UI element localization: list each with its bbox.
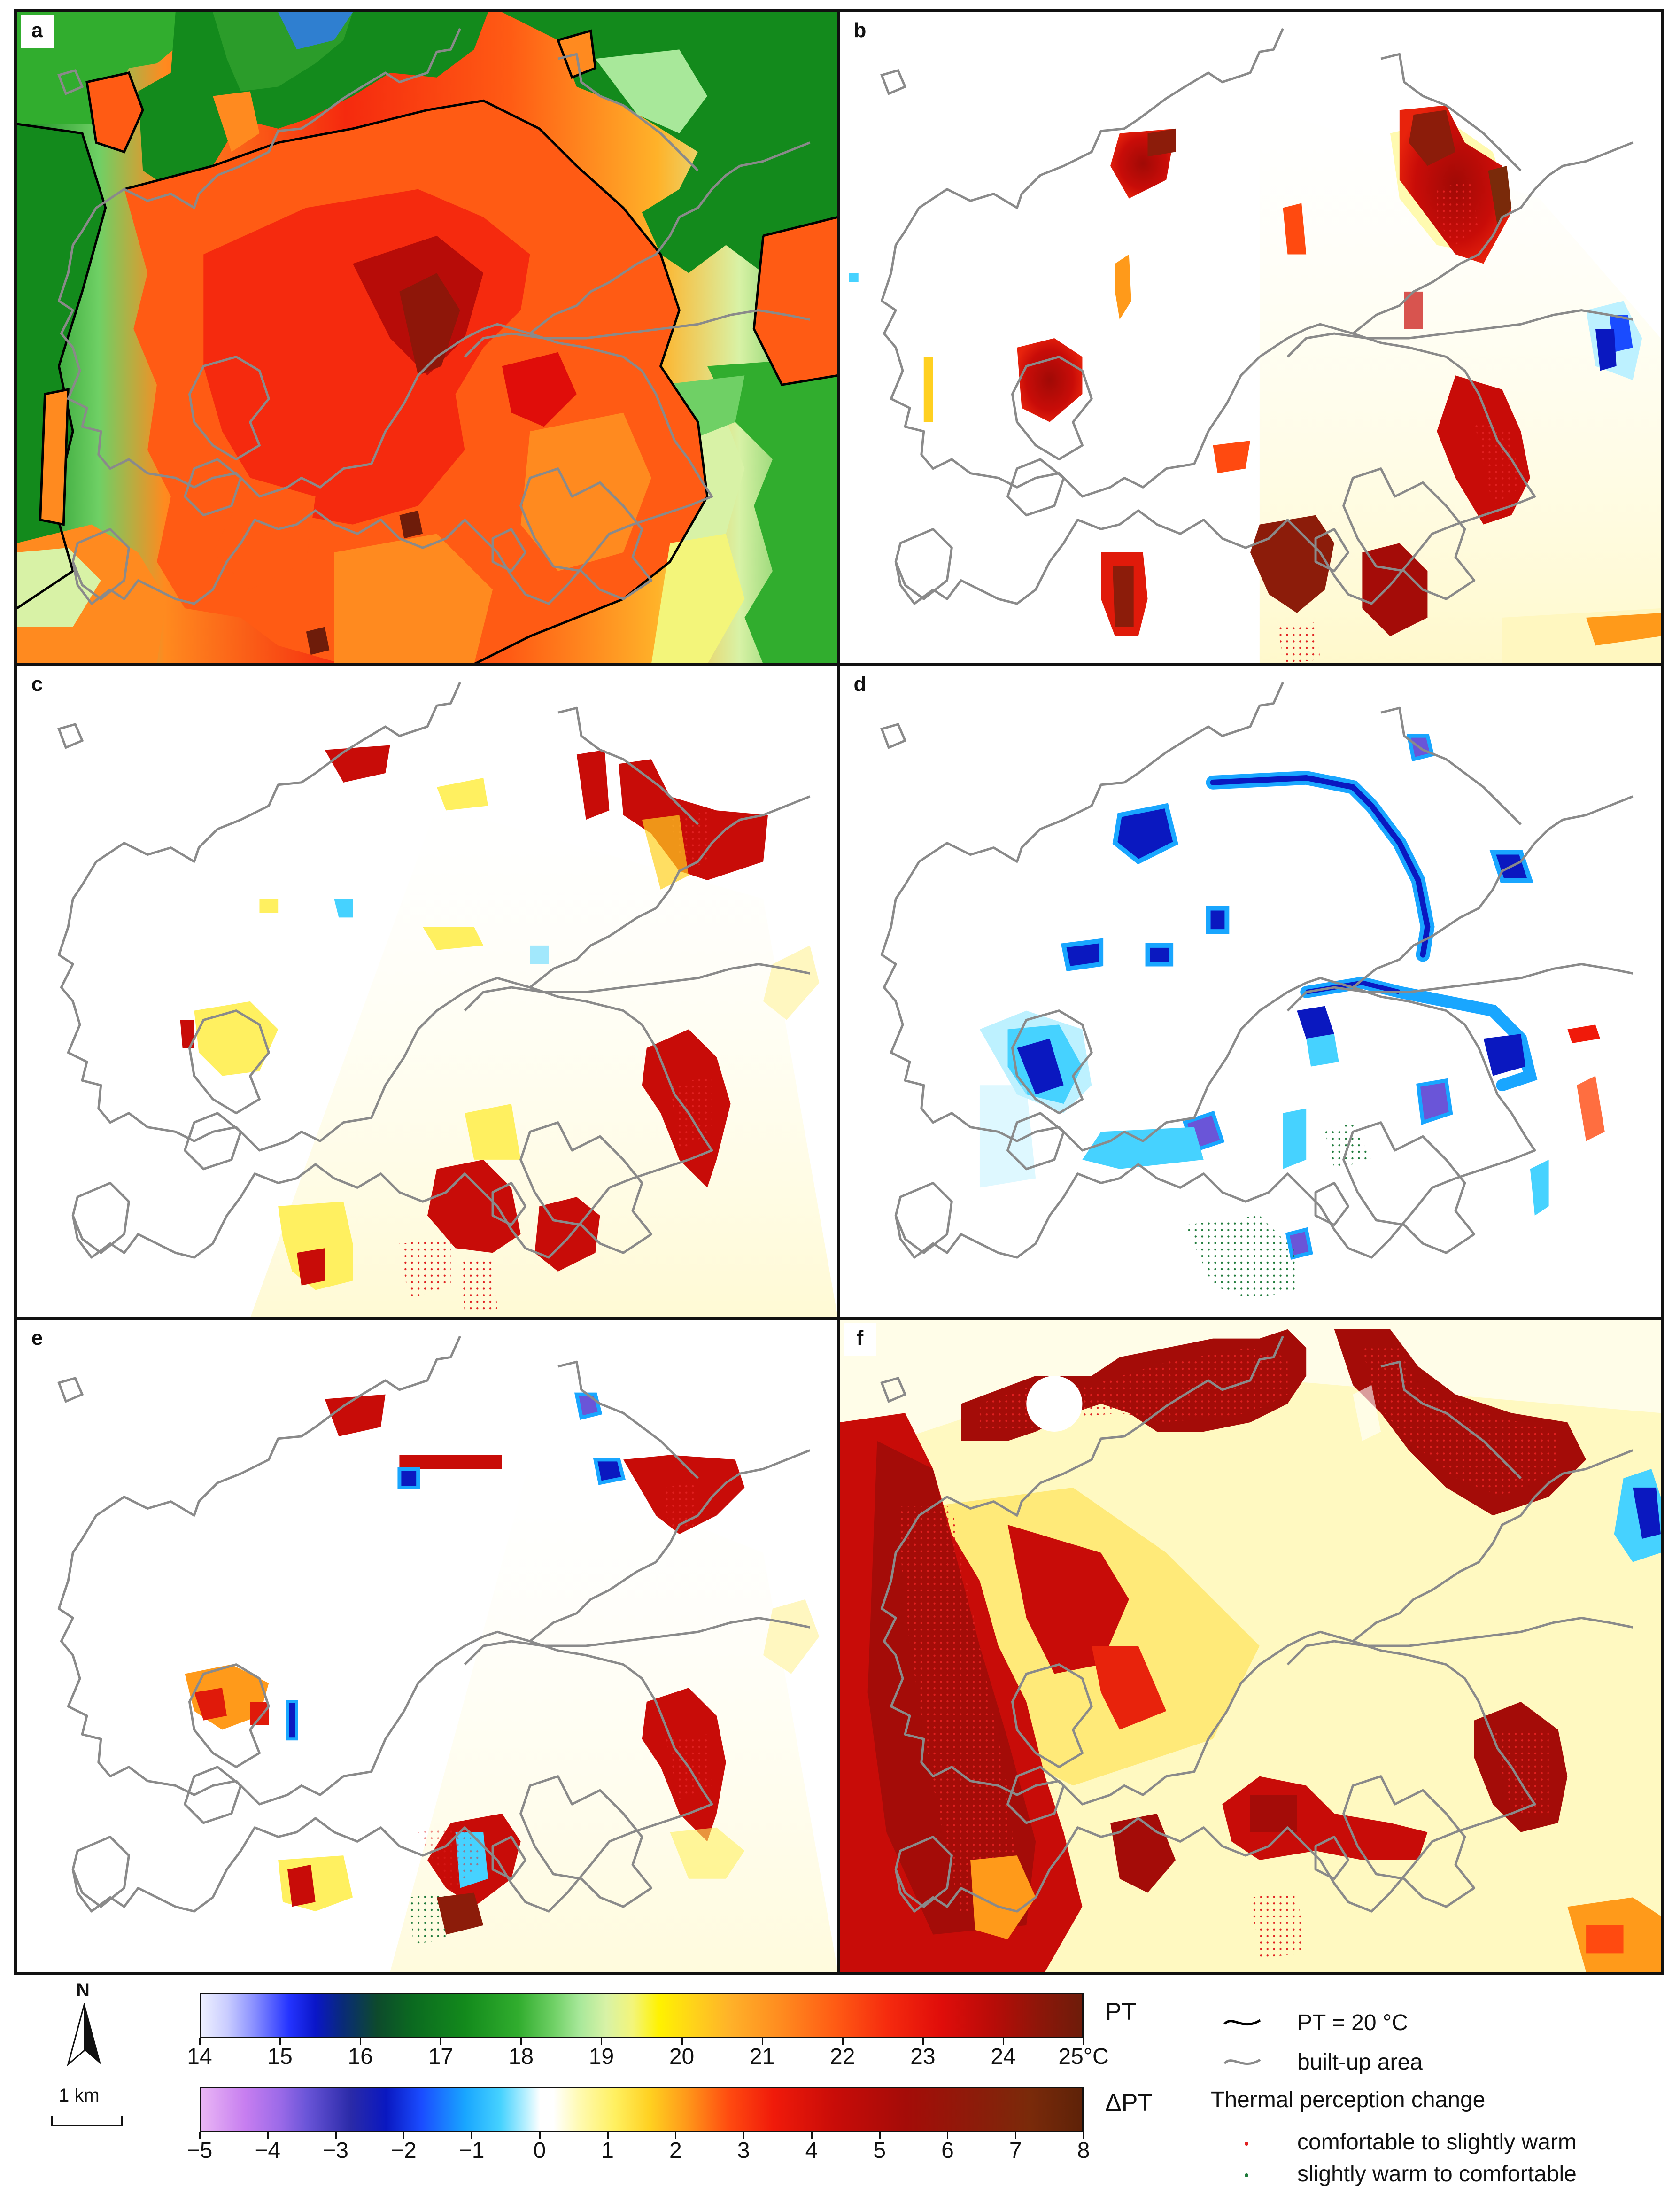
comfort-label: slightly warm to comfortable — [1297, 2162, 1577, 2187]
colorbar-tick-label: 16 — [348, 2044, 373, 2069]
colorbar-tick-mark — [440, 2038, 442, 2045]
colorbar-tick-label: 8 — [1077, 2138, 1090, 2163]
pt-colorbar-title: PT — [1105, 1998, 1137, 2025]
colorbar-tick-label: −2 — [390, 2138, 417, 2163]
panel-label: c — [21, 669, 54, 702]
colorbar-tick-mark — [879, 2132, 881, 2139]
colorbar-tick-mark — [539, 2132, 541, 2139]
panel-b-dpt-map: b — [837, 9, 1664, 667]
colorbar-tick-label: 14 — [187, 2044, 212, 2069]
panel-label: d — [844, 669, 876, 702]
panel-label: e — [21, 1323, 54, 1356]
colorbar-tick-label: 24 — [991, 2044, 1016, 2069]
colorbar-tick-mark — [922, 2038, 924, 2045]
colorbar-tick-mark — [811, 2132, 813, 2139]
colorbar-tick-label: 25°C — [1058, 2044, 1109, 2069]
scale-bar-icon — [51, 2116, 123, 2126]
panel-label: b — [844, 15, 876, 48]
panel-label: f — [844, 1323, 876, 1356]
colorbar-tick-mark — [681, 2038, 683, 2045]
builtup-line-icon — [1223, 2058, 1261, 2065]
dpt-map — [840, 12, 1661, 664]
dpt-map — [840, 1320, 1661, 1972]
colorbar-tick-label: 3 — [737, 2138, 750, 2163]
dpt-map — [17, 1320, 838, 1972]
colorbar-tick-label: 4 — [805, 2138, 818, 2163]
colorbar-tick-label: 21 — [749, 2044, 775, 2069]
warm-label: comfortable to slightly warm — [1297, 2130, 1577, 2155]
colorbar-tick-mark — [1002, 2038, 1004, 2045]
pt20-line-icon — [1223, 2019, 1261, 2026]
colorbar-tick-mark — [947, 2132, 949, 2139]
colorbar-tick-mark — [520, 2038, 522, 2045]
pt20-label: PT = 20 °C — [1297, 2010, 1408, 2035]
colorbar-tick-label: 2 — [669, 2138, 682, 2163]
panel-c-dpt-map: c — [14, 663, 841, 1321]
colorbar-tick-mark — [842, 2038, 844, 2045]
colorbar-tick-label: 0 — [533, 2138, 546, 2163]
colorbar-tick-label: 5 — [873, 2138, 886, 2163]
colorbar-tick-mark — [601, 2038, 603, 2045]
thermal-change-title: Thermal perception change — [1211, 2087, 1486, 2112]
colorbar-tick-mark — [743, 2132, 745, 2139]
colorbar-tick-label: −4 — [255, 2138, 281, 2163]
colorbar-tick-label: 15 — [267, 2044, 293, 2069]
dpt-colorbar — [200, 2087, 1084, 2132]
colorbar-tick-label: 6 — [941, 2138, 954, 2163]
north-arrow-icon — [67, 2003, 101, 2067]
scale-bar-label: 1 km — [59, 2085, 100, 2106]
colorbar-tick-label: 19 — [588, 2044, 614, 2069]
colorbar-tick-mark — [1083, 2038, 1084, 2045]
dpt-map — [840, 666, 1661, 1318]
builtup-label: built-up area — [1297, 2050, 1423, 2075]
colorbar-tick-label: −1 — [458, 2138, 485, 2163]
colorbar-tick-label: 23 — [910, 2044, 936, 2069]
colorbar-tick-mark — [199, 2038, 201, 2045]
colorbar-tick-label: 1 — [601, 2138, 614, 2163]
colorbar-tick-mark — [761, 2038, 763, 2045]
panel-label: a — [21, 15, 54, 48]
colorbar-tick-label: −5 — [186, 2138, 213, 2163]
colorbar-tick-mark — [279, 2038, 281, 2045]
colorbar-tick-mark — [199, 2132, 201, 2139]
colorbar-tick-label: −3 — [323, 2138, 348, 2163]
colorbar-tick-label: 18 — [508, 2044, 534, 2069]
dpt-map — [17, 666, 838, 1318]
panel-a-pt-map: a — [14, 9, 841, 667]
colorbar-tick-label: 22 — [830, 2044, 855, 2069]
warm-dot-icon — [1245, 2142, 1248, 2146]
panel-d-dpt-map: d — [837, 663, 1664, 1321]
pt-map — [17, 12, 838, 664]
colorbar-tick-mark — [267, 2132, 269, 2139]
colorbar-tick-mark — [335, 2132, 337, 2139]
dpt-colorbar-title: ΔPT — [1105, 2089, 1153, 2117]
panel-f-dpt-map: f — [837, 1317, 1664, 1975]
colorbar-tick-mark — [471, 2132, 473, 2139]
colorbar-tick-label: 17 — [428, 2044, 453, 2069]
colorbar-tick-mark — [607, 2132, 609, 2139]
colorbar-tick-mark — [675, 2132, 677, 2139]
panel-e-dpt-map: e — [14, 1317, 841, 1975]
north-label: N — [76, 1980, 90, 2001]
colorbar-tick-label: 20 — [669, 2044, 695, 2069]
colorbar-tick-mark — [1083, 2132, 1084, 2139]
colorbar-tick-label: 7 — [1009, 2138, 1022, 2163]
legend: N 1 km PT 14 15 16 17 18 19 20 21 22 23 24 25°C ΔPT… — [0, 1980, 1680, 2187]
colorbar-tick-mark — [1015, 2132, 1017, 2139]
colorbar-tick-mark — [403, 2132, 405, 2139]
colorbar-tick-mark — [360, 2038, 362, 2045]
pt-colorbar — [200, 1993, 1084, 2038]
comfort-dot-icon — [1245, 2173, 1248, 2177]
